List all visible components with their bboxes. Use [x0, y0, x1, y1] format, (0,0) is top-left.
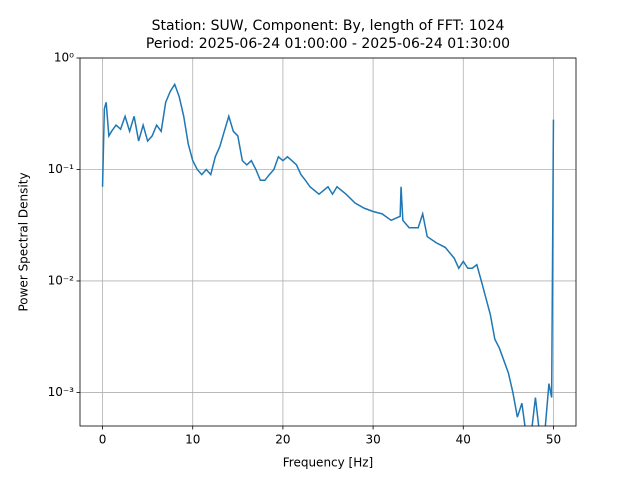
y-axis-label: Power Spectral Density — [17, 172, 31, 311]
x-tick-label: 40 — [456, 433, 471, 447]
x-tick-label: 10 — [185, 433, 200, 447]
chart-title: Station: SUW, Component: By, length of F… — [152, 18, 505, 34]
chart-title: Period: 2025-06-24 01:00:00 - 2025-06-24… — [146, 36, 510, 52]
x-tick-label: 20 — [275, 433, 290, 447]
x-tick-label: 30 — [365, 433, 380, 447]
x-tick-label: 0 — [99, 433, 107, 447]
psd-line — [101, 82, 555, 426]
y-tick-label: 10⁻³ — [48, 385, 75, 399]
y-tick-label: 10⁻¹ — [48, 162, 75, 176]
plot-frame — [79, 57, 577, 427]
x-tick-label: 50 — [546, 433, 561, 447]
y-tick-label: 10⁰ — [54, 51, 74, 65]
x-axis-label: Frequency [Hz] — [283, 456, 374, 470]
y-tick-label: 10⁻² — [48, 273, 75, 287]
